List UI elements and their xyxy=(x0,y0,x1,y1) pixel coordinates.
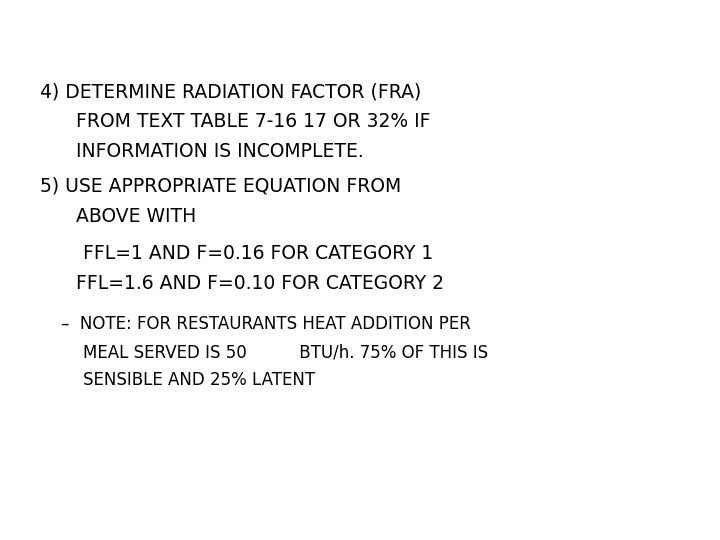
Text: ABOVE WITH: ABOVE WITH xyxy=(76,206,196,226)
Text: MEAL SERVED IS 50          BTU/h. 75% OF THIS IS: MEAL SERVED IS 50 BTU/h. 75% OF THIS IS xyxy=(83,343,488,361)
Text: FROM TEXT TABLE 7-16 17 OR 32% IF: FROM TEXT TABLE 7-16 17 OR 32% IF xyxy=(76,112,430,131)
Text: –  NOTE: FOR RESTAURANTS HEAT ADDITION PER: – NOTE: FOR RESTAURANTS HEAT ADDITION PE… xyxy=(61,315,471,333)
Text: FFL=1.6 AND F=0.10 FOR CATEGORY 2: FFL=1.6 AND F=0.10 FOR CATEGORY 2 xyxy=(76,274,444,293)
Text: FFL=1 AND F=0.16 FOR CATEGORY 1: FFL=1 AND F=0.16 FOR CATEGORY 1 xyxy=(83,244,433,264)
Text: 4) DETERMINE RADIATION FACTOR (FRA): 4) DETERMINE RADIATION FACTOR (FRA) xyxy=(40,82,421,102)
Text: INFORMATION IS INCOMPLETE.: INFORMATION IS INCOMPLETE. xyxy=(76,141,364,161)
Text: SENSIBLE AND 25% LATENT: SENSIBLE AND 25% LATENT xyxy=(83,371,315,389)
Text: 5) USE APPROPRIATE EQUATION FROM: 5) USE APPROPRIATE EQUATION FROM xyxy=(40,177,401,196)
